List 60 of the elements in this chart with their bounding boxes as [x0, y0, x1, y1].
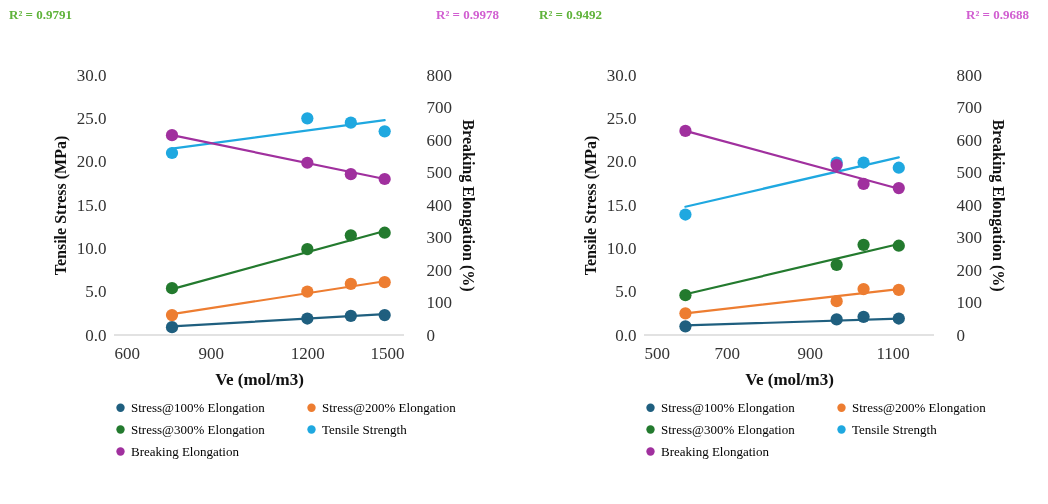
y2-tick-label: 200 [956, 260, 982, 280]
x-tick-label: 700 [714, 343, 741, 363]
y2-tick-label: 300 [426, 228, 452, 247]
legend-label: Stress@300% Elongation [131, 421, 266, 437]
y-tick-label: 25.0 [76, 108, 107, 128]
x-tick-label: 1500 [370, 343, 405, 363]
y2-tick-label: 600 [426, 130, 452, 150]
y-tick-label: 30.0 [606, 65, 637, 85]
legend-label: Stress@100% Elongation [131, 399, 266, 415]
x-tick-label: 1100 [876, 343, 910, 363]
y2-tick-label: 0 [426, 325, 435, 345]
y2-tick-label: 200 [426, 260, 452, 280]
x-tick-label: 900 [198, 343, 224, 363]
text: R² = 0.9978 [436, 7, 500, 22]
y-tick-label: 10.0 [76, 238, 107, 258]
y-tick-label: 30.0 [76, 65, 107, 85]
legend-label: Stress@200% Elongation [322, 399, 457, 415]
y-axis-title: Tensile Stress (MPa) [581, 135, 600, 276]
y2-axis-title: Breaking Elongation (%) [989, 119, 1007, 292]
y2-tick-label: 400 [956, 195, 982, 215]
x-axis-title: Ve (mol/m3) [215, 369, 304, 389]
y2-axis-title: Breaking Elongation (%) [459, 119, 477, 292]
x-tick-label: 1200 [290, 343, 325, 363]
y2-tick-label: 500 [426, 163, 452, 182]
legend-label: Breaking Elongation [661, 443, 770, 459]
y2-tick-label: 500 [956, 163, 982, 182]
y-tick-label: 10.0 [606, 238, 637, 258]
y2-tick-label: 800 [956, 65, 982, 85]
text: R² = 0.9791 [9, 7, 72, 22]
y2-tick-label: 700 [426, 98, 452, 117]
y-tick-label: 15.0 [76, 195, 107, 215]
y2-tick-label: 100 [426, 293, 452, 312]
legend-label: Breaking Elongation [131, 443, 240, 459]
y-tick-label: 25.0 [606, 108, 637, 128]
legend-label: Stress@300% Elongation [661, 421, 796, 437]
x-axis-title: Ve (mol/m3) [745, 369, 834, 389]
x-tick-label: 900 [797, 343, 823, 363]
x-tick-label: 600 [114, 343, 140, 363]
y-tick-label: 15.0 [606, 195, 637, 215]
y2-tick-label: 600 [956, 130, 982, 150]
y-tick-label: 0.0 [615, 325, 637, 345]
y2-tick-label: 700 [956, 98, 982, 117]
y2-tick-label: 100 [956, 293, 982, 312]
x-tick-label: 500 [644, 343, 670, 363]
legend-label: Tensile Strength [852, 421, 938, 437]
y-tick-label: 20.0 [76, 152, 107, 172]
legend-label: Stress@100% Elongation [661, 399, 796, 415]
y2-tick-label: 800 [426, 65, 452, 85]
legend-label: Tensile Strength [322, 421, 408, 437]
y-tick-label: 5.0 [85, 282, 107, 302]
y-tick-label: 20.0 [606, 152, 637, 172]
text: R² = 0.9688 [966, 7, 1030, 22]
y2-tick-label: 0 [956, 325, 965, 345]
y-tick-label: 5.0 [615, 282, 637, 302]
y2-tick-label: 400 [426, 195, 452, 215]
legend-label: Stress@200% Elongation [852, 399, 987, 415]
text: R² = 0.9492 [539, 7, 602, 22]
y-tick-label: 0.0 [85, 325, 107, 345]
y-axis-title: Tensile Stress (MPa) [51, 135, 70, 276]
y2-tick-label: 300 [956, 228, 982, 247]
